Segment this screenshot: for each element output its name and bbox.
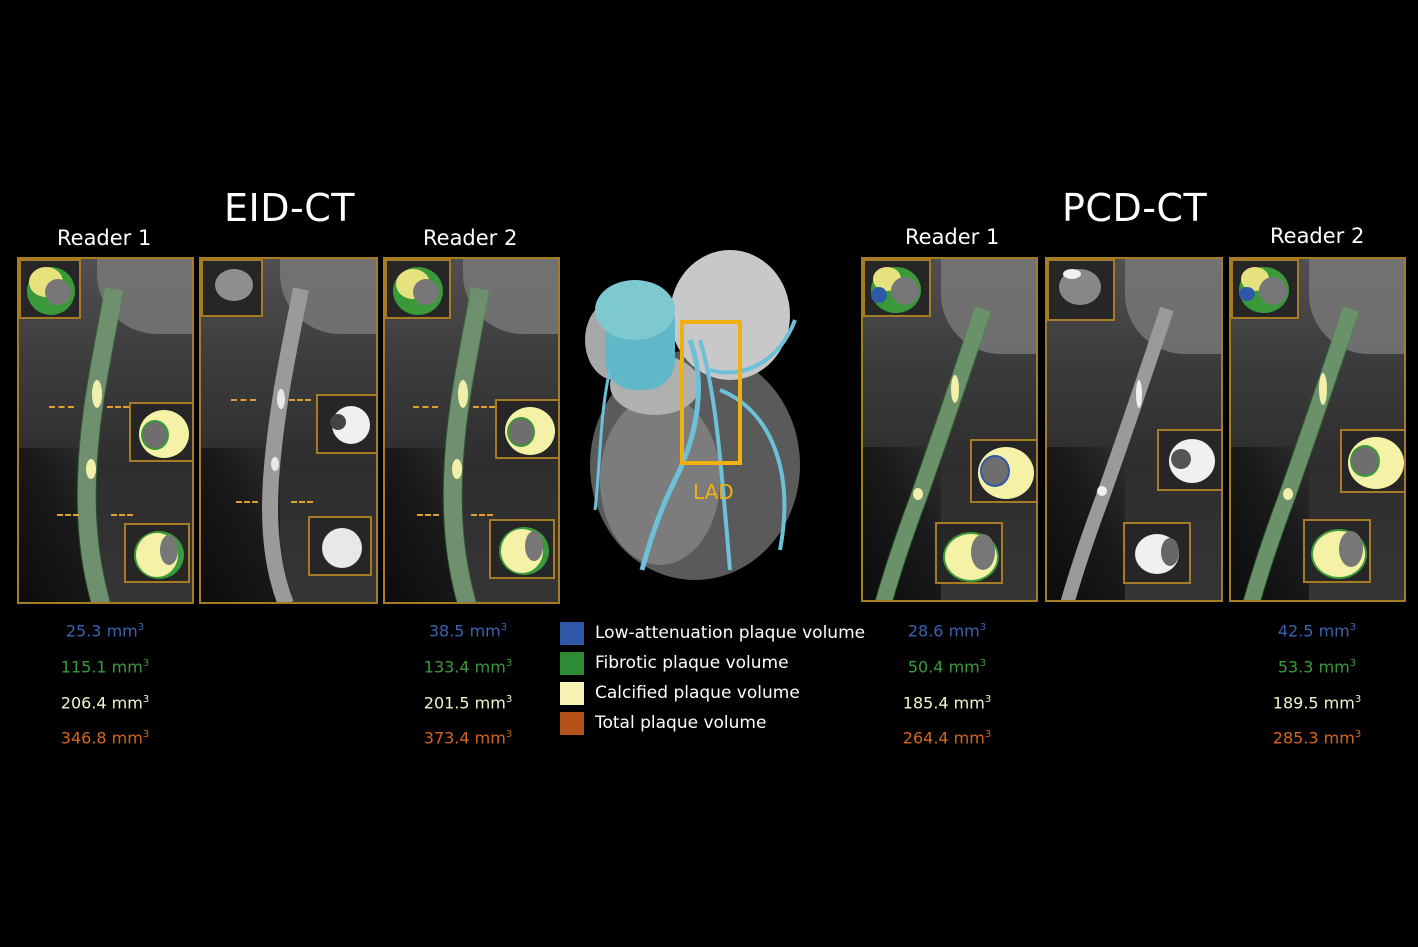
cross-section-inset (1231, 259, 1299, 319)
superscript: 3 (142, 657, 150, 669)
low-attenuation-value: 38.5 mm (428, 621, 501, 641)
cross-section-inset (489, 519, 555, 579)
superscript: 3 (142, 729, 150, 741)
pcd-reader1-image (861, 257, 1038, 602)
superscript: 3 (500, 622, 508, 633)
cross-section-inset (316, 394, 376, 454)
superscript: 3 (979, 657, 987, 669)
cross-section-inset (863, 259, 931, 317)
cross-section-inset (1303, 519, 1371, 583)
low-attenuation-value: 25.3 mm (65, 621, 138, 641)
legend-label: Total plaque volume (595, 713, 767, 733)
legend-label: Low-attenuation plaque volume (595, 623, 866, 643)
cross-section-inset (1123, 522, 1191, 584)
superscript: 3 (1349, 622, 1357, 633)
cross-section-inset (124, 523, 190, 583)
vessel-segmentation (442, 287, 490, 602)
fibrotic-value: 115.1 mm (60, 657, 143, 677)
lad-label: LAD (693, 480, 734, 504)
cross-section-inset (1157, 429, 1221, 491)
legend-label: Calcified plaque volume (595, 683, 800, 703)
pcd-reader2-image (1229, 257, 1406, 602)
fibrotic-value: 50.4 mm (907, 657, 980, 677)
eid-reader2-image (383, 257, 560, 604)
swatch-green-icon (560, 651, 584, 675)
calcified-value: 185.4 mm (902, 692, 985, 712)
lad-highlight-box (680, 320, 742, 465)
superscript: 3 (1349, 657, 1357, 669)
eid-reader1-image (17, 257, 194, 604)
cross-section-inset (19, 259, 81, 319)
pcd-ct-title: PCD-CT (1062, 186, 1208, 230)
fibrotic-value: 133.4 mm (423, 657, 506, 677)
total-value: 373.4 mm (423, 728, 506, 748)
legend-item-low-attenuation: Low-attenuation plaque volume (560, 618, 865, 648)
cross-section-inset (935, 522, 1003, 584)
fibrotic-value: 53.3 mm (1277, 657, 1350, 677)
swatch-yellow-icon (560, 681, 584, 705)
eid-reader2-values: 38.5 mm3 133.4 mm3 201.5 mm3 373.4 mm3 (383, 612, 553, 755)
superscript: 3 (505, 657, 513, 669)
low-attenuation-value: 28.6 mm (907, 621, 980, 641)
cross-section-inset (970, 439, 1036, 503)
legend-item-fibrotic: Fibrotic plaque volume (560, 648, 865, 678)
calcified-value: 201.5 mm (423, 692, 506, 712)
superscript: 3 (505, 729, 513, 741)
total-value: 264.4 mm (902, 728, 985, 748)
vessel-segmentation (76, 287, 124, 602)
cross-section-inset (385, 259, 451, 319)
cross-section-inset (1047, 259, 1115, 321)
vessel-segmentation (1242, 306, 1360, 600)
legend-item-total: Total plaque volume (560, 708, 865, 738)
vessel-segmentation (874, 306, 992, 600)
total-value: 285.3 mm (1272, 728, 1355, 748)
superscript: 3 (137, 622, 145, 633)
swatch-orange-icon (560, 711, 584, 735)
legend: Low-attenuation plaque volume Fibrotic p… (560, 618, 865, 738)
legend-item-calcified: Calcified plaque volume (560, 678, 865, 708)
pcd-reader1-values: 28.6 mm3 50.4 mm3 185.4 mm3 264.4 mm3 (862, 612, 1032, 755)
superscript: 3 (984, 693, 992, 705)
superscript: 3 (979, 622, 987, 633)
pcd-reader2-label: Reader 2 (1270, 224, 1365, 248)
superscript: 3 (1354, 729, 1362, 741)
cross-section-inset (1340, 429, 1404, 493)
cross-section-inset (308, 516, 372, 576)
calcified-value: 206.4 mm (60, 692, 143, 712)
eid-reader2-label: Reader 2 (423, 226, 518, 250)
pcd-grayscale-image (1045, 257, 1223, 602)
superscript: 3 (1354, 693, 1362, 705)
legend-label: Fibrotic plaque volume (595, 653, 789, 673)
cross-section-inset (495, 399, 558, 459)
calcified-value: 189.5 mm (1272, 692, 1355, 712)
swatch-blue-icon (560, 621, 584, 645)
superscript: 3 (505, 693, 513, 705)
superscript: 3 (142, 693, 150, 705)
cross-section-inset (129, 402, 192, 462)
eid-grayscale-image (199, 257, 378, 604)
low-attenuation-value: 42.5 mm (1277, 621, 1350, 641)
eid-reader1-label: Reader 1 (57, 226, 152, 250)
superscript: 3 (984, 729, 992, 741)
pcd-reader2-values: 42.5 mm3 53.3 mm3 189.5 mm3 285.3 mm3 (1232, 612, 1402, 755)
eid-reader1-values: 25.3 mm3 115.1 mm3 206.4 mm3 346.8 mm3 (20, 612, 190, 755)
pcd-reader1-label: Reader 1 (905, 225, 1000, 249)
vessel-grayscale (1060, 306, 1174, 600)
eid-ct-title: EID-CT (224, 186, 355, 230)
cross-section-inset (201, 259, 263, 317)
vessel-grayscale (262, 287, 309, 602)
total-value: 346.8 mm (60, 728, 143, 748)
heart-3d-render: LAD (580, 250, 805, 580)
